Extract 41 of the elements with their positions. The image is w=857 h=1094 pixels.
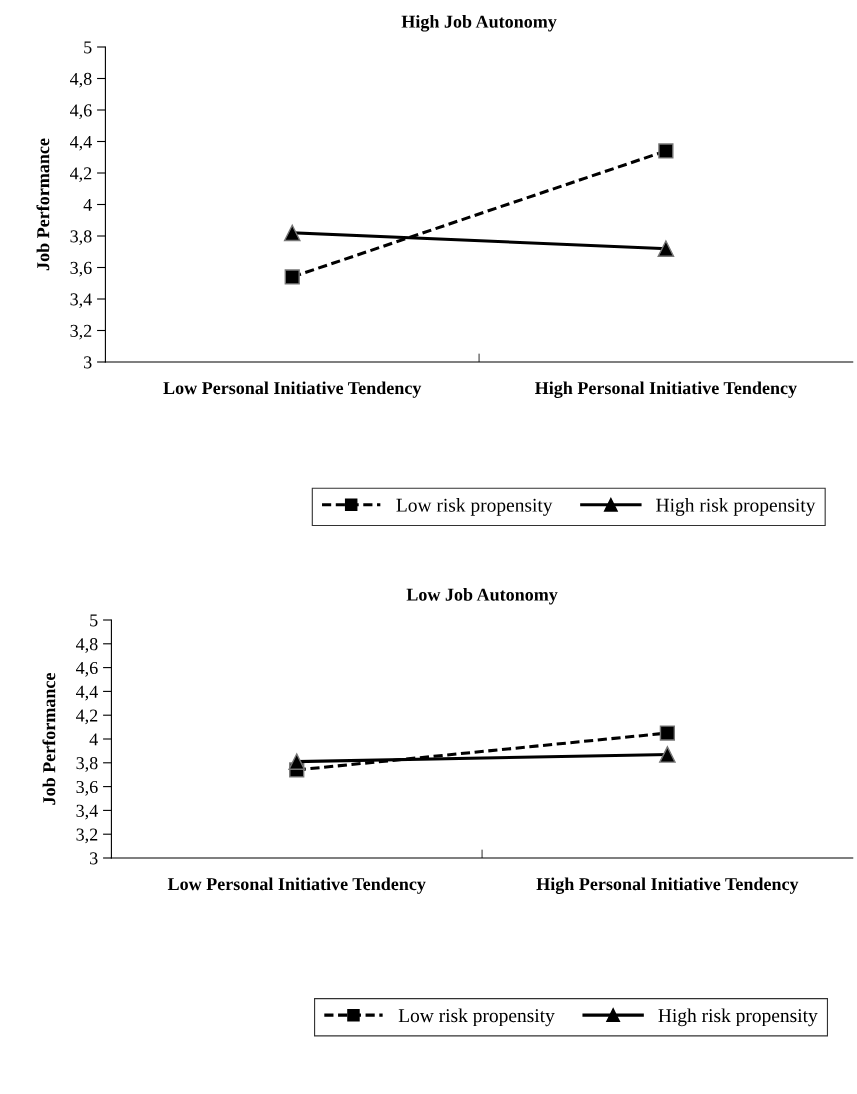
y-tick-label: 4,8: [76, 638, 98, 653]
legend-label: High risk propensity: [658, 1008, 818, 1027]
x-tick-label: Low Personal Initiative Tendency: [167, 877, 426, 894]
y-tick-label: 5: [84, 41, 92, 54]
y-tick-label: 3: [84, 356, 92, 369]
point: [658, 143, 674, 159]
legend-label: Low risk propensity: [398, 1008, 555, 1027]
point: [283, 224, 301, 242]
y-tick-label: 3,6: [76, 780, 98, 796]
y-tick-label: 4: [83, 198, 92, 211]
point: [659, 725, 676, 741]
y-tick-label: 4,6: [70, 104, 92, 120]
y-tick-label: 4,4: [76, 685, 98, 701]
y-axis-title: Job Performance: [42, 673, 56, 805]
y-tick-label: 4,4: [70, 135, 92, 151]
point: [659, 746, 676, 763]
y-tick-label: 3: [90, 852, 98, 865]
y-tick-label: 3,8: [70, 230, 92, 246]
y-tick-label: 3,8: [76, 757, 98, 772]
y-tick-label: 3,4: [70, 293, 92, 309]
point: [288, 753, 306, 770]
y-tick-label: 4: [89, 733, 98, 746]
y-tick-label: 3,2: [76, 828, 98, 844]
legend-label: High risk propensity: [656, 498, 816, 516]
chart-title: Low Job Autonomy: [406, 588, 558, 605]
y-tick-label: 3,6: [70, 261, 92, 277]
y-tick-label: 4,8: [70, 72, 92, 88]
x-tick-label: Low Personal Initiative Tendency: [163, 381, 422, 398]
x-tick-label: High Personal Initiative Tendency: [536, 877, 799, 894]
chart-title: High Job Autonomy: [401, 15, 557, 32]
y-axis-title: Job Performance: [36, 138, 50, 271]
point: [284, 269, 300, 285]
legend-label: Low risk propensity: [396, 498, 553, 516]
y-tick-label: 5: [90, 614, 98, 627]
y-tick-label: 4,6: [76, 661, 98, 677]
y-tick-label: 3,4: [76, 804, 98, 820]
y-tick-label: 4,2: [76, 709, 98, 725]
x-tick-label: High Personal Initiative Tendency: [535, 381, 797, 398]
y-tick-label: 4,2: [70, 167, 92, 183]
y-tick-label: 3,2: [70, 324, 92, 340]
point: [657, 240, 675, 257]
